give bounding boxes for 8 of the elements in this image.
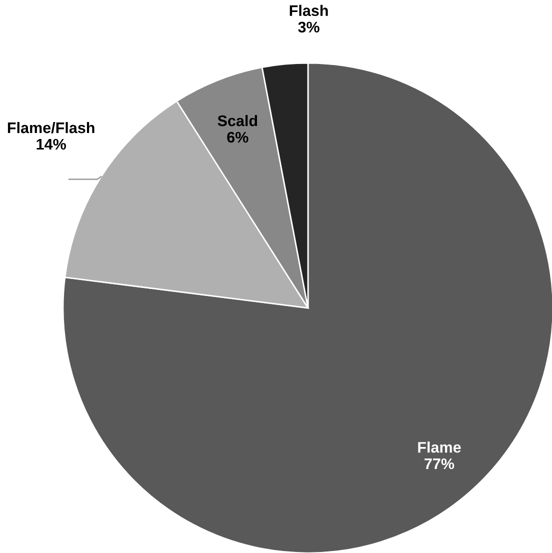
data-label: 14% (36, 138, 66, 150)
data-label: 6% (227, 132, 248, 143)
data-label: 3% (298, 22, 320, 33)
slice-label: Scald (218, 114, 258, 126)
data-label: 77% (424, 458, 454, 470)
slice-label: Flame (418, 442, 461, 453)
slice-label: Flash (290, 4, 328, 16)
slice-label: Flame/Flash (8, 122, 94, 134)
